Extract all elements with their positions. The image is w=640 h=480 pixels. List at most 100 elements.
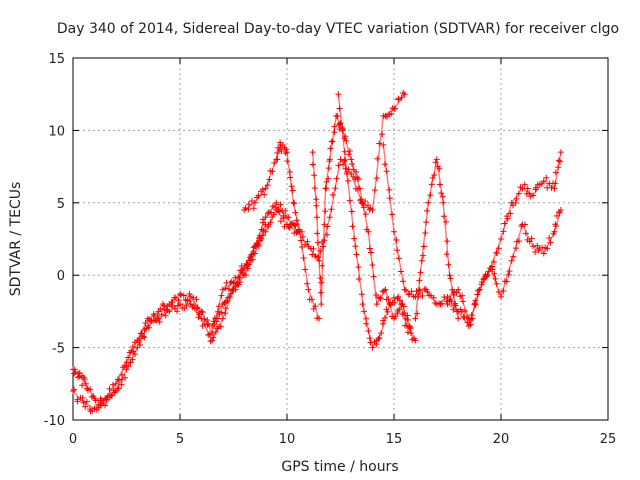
data-point — [436, 165, 443, 172]
data-point — [304, 238, 311, 245]
data-point — [214, 315, 221, 322]
data-point — [557, 207, 564, 214]
data-point — [495, 289, 502, 296]
data-point — [274, 156, 281, 163]
data-point — [134, 344, 141, 351]
data-point — [521, 181, 528, 188]
data-point — [513, 245, 520, 252]
data-point — [397, 297, 404, 304]
data-point — [266, 176, 273, 183]
data-point — [158, 311, 165, 318]
data-point — [217, 323, 224, 330]
data-point — [305, 286, 312, 293]
data-point — [391, 228, 397, 235]
data-point — [119, 376, 126, 383]
data-point — [321, 221, 328, 228]
data-point — [109, 381, 116, 388]
data-point — [427, 192, 434, 199]
data-point — [343, 170, 350, 177]
data-point — [273, 199, 280, 206]
data-point — [382, 286, 389, 293]
data-point — [395, 95, 402, 102]
data-point — [341, 148, 348, 155]
data-point — [270, 211, 277, 218]
data-point — [478, 281, 485, 288]
data-point — [371, 187, 378, 194]
data-point — [71, 386, 78, 393]
data-point — [500, 287, 507, 294]
data-point — [374, 155, 381, 162]
data-point — [129, 343, 136, 350]
data-point — [362, 211, 369, 218]
data-point — [365, 228, 372, 235]
data-point — [552, 169, 559, 176]
data-point — [355, 276, 362, 283]
data-point — [264, 182, 271, 189]
data-point — [283, 146, 290, 153]
data-point — [250, 244, 257, 251]
data-point — [289, 187, 296, 194]
data-point — [145, 324, 152, 331]
data-point — [501, 220, 508, 227]
data-point — [373, 175, 380, 182]
data-point — [425, 199, 432, 206]
data-point — [393, 236, 400, 243]
data-point — [236, 274, 243, 281]
data-point — [295, 227, 302, 234]
data-point — [547, 239, 554, 246]
data-point — [276, 208, 283, 215]
x-tick-label: 25 — [600, 432, 617, 447]
data-point — [356, 185, 363, 192]
data-point — [430, 294, 437, 301]
data-point — [262, 228, 269, 235]
data-point — [318, 279, 325, 286]
data-point — [284, 149, 290, 156]
data-point — [183, 302, 190, 309]
data-point — [335, 162, 342, 169]
data-point — [222, 298, 229, 305]
data-point — [212, 328, 219, 335]
data-point — [332, 185, 339, 192]
data-point — [313, 202, 320, 209]
data-point — [540, 178, 547, 185]
data-point — [424, 207, 431, 214]
data-point — [277, 201, 284, 208]
data-point — [366, 335, 373, 342]
data-point — [557, 158, 564, 165]
data-point — [361, 308, 368, 315]
data-point — [292, 209, 299, 216]
data-point — [359, 200, 366, 207]
y-axis-label: SDTVAR / TECUs — [8, 182, 24, 297]
data-point — [461, 307, 468, 314]
data-point — [386, 195, 393, 202]
data-point — [439, 193, 446, 200]
data-point — [291, 221, 298, 228]
data-point — [315, 254, 322, 261]
data-point — [318, 301, 325, 308]
data-point — [265, 210, 272, 217]
data-point — [317, 289, 324, 296]
data-point — [106, 385, 113, 392]
data-point — [296, 228, 303, 235]
data-point — [544, 245, 551, 252]
data-point — [446, 272, 453, 279]
y-tick-label: 15 — [48, 52, 65, 67]
data-point — [461, 314, 468, 321]
data-point — [345, 151, 352, 158]
x-tick-label: 15 — [386, 432, 403, 447]
data-point — [215, 303, 222, 310]
data-point — [109, 392, 116, 399]
data-point — [396, 255, 403, 262]
data-point — [414, 291, 421, 298]
data-point — [262, 185, 269, 192]
data-point — [530, 192, 537, 199]
data-point — [369, 344, 376, 351]
data-point — [412, 315, 419, 322]
data-point — [507, 210, 514, 217]
data-point — [243, 262, 250, 269]
data-point — [302, 241, 309, 248]
data-point — [476, 286, 483, 293]
data-point — [262, 214, 269, 221]
data-point — [100, 397, 107, 404]
data-point — [209, 330, 216, 337]
